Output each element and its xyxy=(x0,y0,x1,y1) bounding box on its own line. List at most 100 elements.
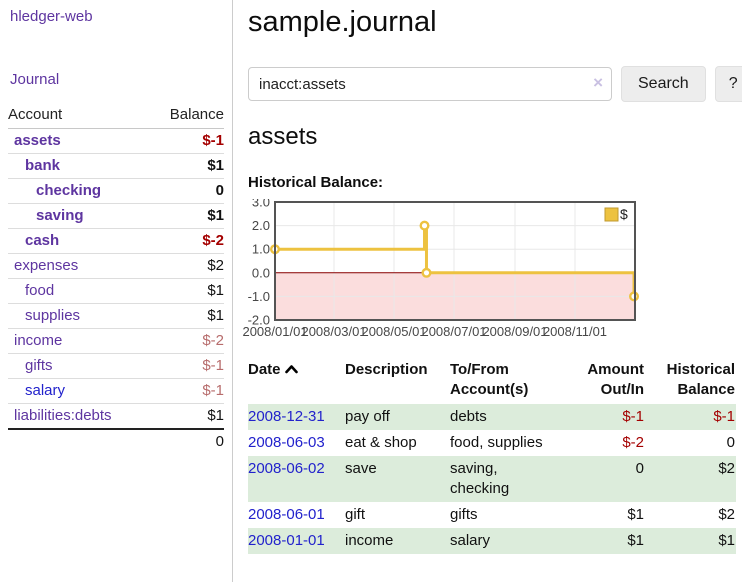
transaction-date-link[interactable]: 2008-01-01 xyxy=(248,532,325,549)
register-row: 2008-06-02 save saving, checking 0 $2 xyxy=(248,456,736,502)
account-balance: $-1 xyxy=(149,378,224,404)
account-balance: $1 xyxy=(149,203,224,229)
brand-link[interactable]: hledger-web xyxy=(10,8,93,25)
account-row: food $1 xyxy=(8,278,224,304)
svg-text:2008/01/01: 2008/01/01 xyxy=(243,324,308,339)
svg-text:2008/07/01: 2008/07/01 xyxy=(421,324,486,339)
register-balance: 0 xyxy=(726,434,735,451)
svg-text:2008/09/01: 2008/09/01 xyxy=(482,324,547,339)
search-field-wrap: × xyxy=(248,67,612,101)
account-link-saving[interactable]: saving xyxy=(36,207,84,224)
account-balance: $-2 xyxy=(149,228,224,254)
account-row: liabilities:debts $1 xyxy=(8,403,224,429)
transaction-date-link[interactable]: 2008-06-03 xyxy=(248,434,325,451)
account-row: salary $-1 xyxy=(8,378,224,404)
transaction-date-link[interactable]: 2008-12-31 xyxy=(248,408,325,425)
account-link-checking[interactable]: checking xyxy=(36,182,102,199)
account-link-salary[interactable]: salary xyxy=(25,382,66,399)
register-description: save xyxy=(345,460,377,477)
account-row: gifts $-1 xyxy=(8,353,224,379)
accounts-table: Account Balance assets $-1 bank $1 checking 0… xyxy=(8,103,224,453)
account-link-expenses[interactable]: expenses xyxy=(14,257,79,274)
account-link-liabilities-debts[interactable]: liabilities:debts xyxy=(14,407,112,424)
register-amount: $1 xyxy=(627,532,644,549)
register-accounts: salary xyxy=(450,532,491,549)
transaction-date-link[interactable]: 2008-06-02 xyxy=(248,460,325,477)
register-accounts: saving, checking xyxy=(450,460,510,497)
account-balance: $1 xyxy=(149,278,224,304)
register-amount: $-1 xyxy=(622,408,644,425)
accounts-total-row: 0 xyxy=(8,428,224,453)
svg-text:2008/11/01: 2008/11/01 xyxy=(543,324,607,339)
account-link-supplies[interactable]: supplies xyxy=(25,307,81,324)
account-balance: $1 xyxy=(149,303,224,329)
page-title: sample.journal xyxy=(248,6,437,38)
account-link-food[interactable]: food xyxy=(25,282,55,299)
svg-text:-1.0: -1.0 xyxy=(248,289,270,304)
balance-chart: $3.0 2.0 1.0 0.0 -1.0 -2.0 2008/01/01 2008/03/0… xyxy=(242,195,643,341)
account-row: assets $-1 xyxy=(8,129,224,154)
sort-ascending-icon xyxy=(284,360,298,380)
account-balance: $1 xyxy=(149,153,224,179)
account-balance: $-2 xyxy=(149,328,224,354)
account-link-gifts[interactable]: gifts xyxy=(25,357,53,374)
svg-text:2008/03/01: 2008/03/01 xyxy=(301,324,366,339)
search-help-button[interactable]: ? xyxy=(714,66,742,102)
sidebar-item-journal[interactable]: Journal xyxy=(10,71,60,88)
register-description: pay off xyxy=(345,408,390,425)
register-balance: $2 xyxy=(718,460,735,477)
main-content: sample.journal × Search ? assets Histori… xyxy=(242,0,742,554)
register-table: Date Description To/From Account(s) Amou… xyxy=(248,358,736,554)
svg-text:3.0: 3.0 xyxy=(252,199,270,210)
account-balance: $-1 xyxy=(202,132,224,149)
register-accounts: food, supplies xyxy=(450,434,543,451)
register-header-amount: Amount Out/In xyxy=(587,361,644,398)
accounts-total-value: 0 xyxy=(149,428,224,453)
account-link-assets[interactable]: assets xyxy=(14,132,61,149)
register-description: eat & shop xyxy=(345,434,417,451)
register-row: 2008-06-01 gift gifts $1 $2 xyxy=(248,502,736,528)
account-link-bank[interactable]: bank xyxy=(25,157,61,174)
register-row: 2008-12-31 pay off debts $-1 $-1 xyxy=(248,404,736,430)
account-link-cash[interactable]: cash xyxy=(25,232,60,249)
register-row: 2008-06-03 eat & shop food, supplies $-2 0 xyxy=(248,430,736,456)
register-accounts: gifts xyxy=(450,506,478,523)
account-row: cash $-2 xyxy=(8,228,224,254)
search-form: × Search ? xyxy=(248,66,742,102)
account-link-income[interactable]: income xyxy=(14,332,63,349)
register-amount: $1 xyxy=(627,506,644,523)
transaction-date-link[interactable]: 2008-06-01 xyxy=(248,506,325,523)
register-header-description: Description xyxy=(345,361,428,378)
account-row: saving $1 xyxy=(8,203,224,229)
accounts-header-balance: Balance xyxy=(149,103,224,129)
account-balance: $2 xyxy=(149,253,224,279)
register-header-row: Date Description To/From Account(s) Amou… xyxy=(248,358,736,404)
account-balance: 0 xyxy=(149,178,224,204)
svg-text:2.0: 2.0 xyxy=(252,218,270,233)
register-header-date[interactable]: Date xyxy=(248,358,345,404)
account-balance: $1 xyxy=(149,403,224,429)
register-row: 2008-01-01 income salary $1 $1 xyxy=(248,528,736,554)
register-header-balance: Historical Balance xyxy=(666,361,735,398)
clear-search-icon[interactable]: × xyxy=(593,73,603,92)
account-row: bank $1 xyxy=(8,153,224,179)
chart-heading: Historical Balance: xyxy=(248,174,384,191)
account-heading: assets xyxy=(248,123,318,150)
register-description: gift xyxy=(345,506,366,523)
chart-canvas: $3.0 2.0 1.0 0.0 -1.0 -2.02008/01/012008/03/0… xyxy=(242,195,640,339)
register-balance: $2 xyxy=(718,506,735,523)
register-amount: 0 xyxy=(635,460,644,477)
svg-text:-2.0: -2.0 xyxy=(248,313,270,328)
account-row: income $-2 xyxy=(8,328,224,354)
svg-text:2008/05/01: 2008/05/01 xyxy=(361,324,426,339)
register-balance: $-1 xyxy=(713,408,735,425)
account-balance: $-1 xyxy=(149,353,224,379)
search-button[interactable]: Search xyxy=(621,66,706,102)
register-amount: $-2 xyxy=(622,434,644,451)
search-input[interactable] xyxy=(248,67,612,101)
legend-swatch xyxy=(604,207,619,222)
svg-text:1.0: 1.0 xyxy=(252,242,270,257)
account-row: checking 0 xyxy=(8,178,224,204)
register-header-accounts: To/From Account(s) xyxy=(450,361,529,398)
svg-text:0.0: 0.0 xyxy=(252,265,270,280)
